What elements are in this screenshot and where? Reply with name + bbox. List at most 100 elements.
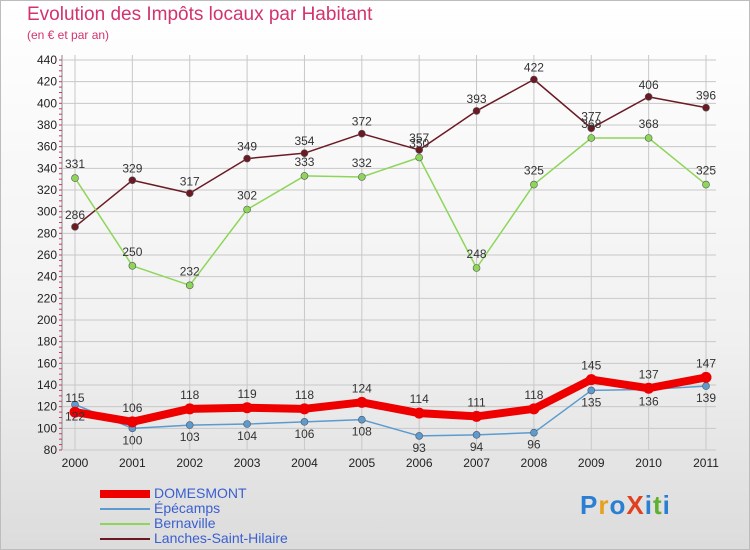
data-label-bernaville: 368 (581, 117, 601, 131)
legend-swatch-domesmont (100, 490, 150, 498)
legend-swatch-epecamps (100, 508, 150, 510)
data-label-bernaville: 250 (122, 245, 142, 259)
data-point-bernaville (128, 262, 137, 270)
data-point-epecamps (185, 421, 194, 429)
y-tick-label: 280 (37, 226, 57, 240)
line-chart: 80 100 120 140 160 180 200 220 240 260 280 300 320 34… (37, 53, 719, 470)
data-point-bernaville (300, 172, 309, 180)
x-tick-label: 2008 (521, 456, 548, 470)
data-label-epecamps: 135 (581, 395, 601, 409)
data-point-bernaville (358, 173, 366, 181)
data-point-lanches-saint-hilaire (128, 176, 137, 185)
series-line-domesmont (71, 373, 710, 426)
legend-swatch-lanches-saint-hilaire (100, 538, 150, 540)
legend-label-lanches-saint-hilaire: Lanches-Saint-Hilaire (154, 530, 288, 546)
data-point-lanches-saint-hilaire (71, 223, 79, 231)
data-point-epecamps (358, 415, 366, 424)
data-label-epecamps: 96 (527, 438, 541, 452)
y-tick-label: 80 (44, 443, 58, 457)
axes: 80 100 120 140 160 180 200 220 240 260 280 300 320 34… (37, 53, 719, 470)
data-point-domesmont (585, 374, 597, 386)
x-tick-label: 2000 (62, 456, 89, 470)
data-point-epecamps (300, 418, 309, 426)
data-point-bernaville (702, 180, 710, 189)
x-tick-label: 2005 (348, 456, 375, 470)
data-label-epecamps: 100 (122, 433, 142, 447)
data-label-lanches-saint-hilaire: 393 (467, 92, 487, 106)
data-point-domesmont (298, 403, 310, 415)
data-point-bernaville (243, 205, 251, 214)
logo-letter: i (662, 490, 671, 520)
data-point-epecamps (702, 382, 710, 390)
proxiti-logo: ProXiti (580, 490, 671, 521)
data-point-domesmont (643, 382, 655, 394)
data-point-bernaville (71, 174, 79, 182)
data-point-bernaville (530, 180, 538, 189)
data-label-epecamps: 136 (639, 394, 659, 408)
y-tick-label: 240 (37, 270, 57, 284)
y-tick-label: 180 (37, 335, 57, 349)
data-label-epecamps: 104 (237, 429, 257, 443)
data-point-lanches-saint-hilaire (472, 107, 481, 115)
logo-letter: t (652, 490, 663, 520)
logo-letter: i (644, 490, 653, 520)
legend-label-epecamps: Épécamps (154, 500, 221, 516)
x-tick-label: 2010 (635, 456, 662, 470)
data-point-bernaville (472, 264, 481, 272)
y-tick-label: 400 (37, 96, 57, 110)
data-label-bernaville: 368 (639, 117, 659, 131)
data-label-bernaville: 331 (65, 157, 85, 171)
data-point-lanches-saint-hilaire (530, 75, 538, 84)
data-label-epecamps: 103 (180, 430, 200, 444)
x-tick-label: 2004 (291, 456, 318, 470)
data-label-bernaville: 248 (467, 247, 487, 261)
y-tick-label: 120 (37, 400, 57, 414)
y-tick-label: 160 (37, 356, 57, 370)
data-point-domesmont (356, 396, 368, 408)
data-label-domesmont: 119 (238, 387, 257, 401)
data-point-domesmont (241, 402, 253, 414)
data-point-domesmont (413, 407, 425, 419)
logo-letter: X (626, 490, 645, 520)
data-label-domesmont: 145 (581, 359, 601, 373)
data-label-bernaville: 325 (524, 164, 544, 178)
data-label-epecamps: 93 (413, 441, 427, 455)
data-label-lanches-saint-hilaire: 357 (409, 131, 429, 145)
data-label-bernaville: 325 (696, 164, 716, 178)
y-tick-label: 200 (37, 313, 57, 327)
y-tick-label: 140 (37, 378, 57, 392)
data-label-lanches-saint-hilaire: 372 (352, 115, 372, 129)
data-label-domesmont: 118 (295, 388, 314, 402)
data-point-lanches-saint-hilaire (243, 154, 251, 163)
data-point-bernaville (185, 281, 194, 290)
data-label-domesmont: 111 (467, 395, 486, 409)
data-point-bernaville (644, 134, 653, 142)
y-tick-label: 320 (37, 183, 57, 197)
data-label-domesmont: 114 (410, 392, 429, 406)
data-label-lanches-saint-hilaire: 286 (65, 208, 85, 222)
chart-title: Evolution des Impôts locaux par Habitant (27, 4, 373, 25)
data-point-domesmont (700, 371, 712, 383)
y-tick-label: 260 (37, 248, 57, 262)
data-label-lanches-saint-hilaire: 377 (581, 109, 601, 123)
data-label-lanches-saint-hilaire: 317 (180, 174, 200, 188)
series-line-bernaville (74, 137, 707, 287)
chart-subtitle: (en € et par an) (27, 28, 110, 42)
data-label-bernaville: 332 (352, 156, 372, 170)
data-label-epecamps: 108 (352, 425, 372, 439)
legend-swatch-bernaville (100, 523, 150, 525)
data-label-lanches-saint-hilaire: 406 (639, 78, 659, 92)
data-label-bernaville: 302 (237, 189, 257, 203)
data-label-epecamps: 94 (470, 440, 484, 454)
data-point-lanches-saint-hilaire (587, 124, 596, 133)
grid (63, 55, 716, 451)
data-point-lanches-saint-hilaire (415, 146, 423, 154)
y-tick-label: 300 (37, 205, 57, 219)
legend-label-bernaville: Bernaville (154, 515, 216, 531)
y-tick-label: 100 (37, 421, 57, 435)
data-point-lanches-saint-hilaire (358, 129, 366, 138)
x-tick-label: 2007 (463, 456, 490, 470)
data-point-domesmont (184, 403, 196, 415)
data-point-epecamps (472, 431, 481, 439)
